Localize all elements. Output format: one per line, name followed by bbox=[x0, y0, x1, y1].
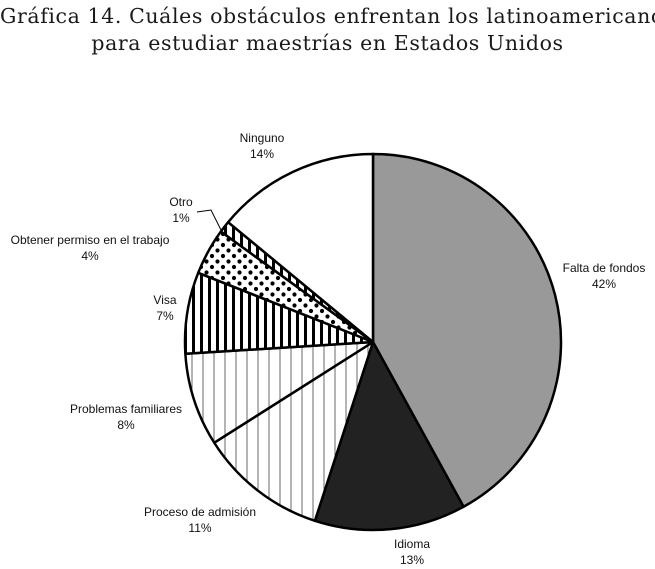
slice-label: Otro bbox=[169, 195, 193, 209]
pie-slice-idioma bbox=[313, 340, 465, 532]
chart-title-line-1: Gráfica 14. Cuáles obstáculos enfrentan … bbox=[0, 4, 655, 28]
slice-value-label: 11% bbox=[188, 521, 211, 535]
slice-value-label: 42% bbox=[592, 277, 616, 291]
slice-label: Obtener permiso en el trabajo bbox=[11, 233, 170, 247]
slice-value-label: 4% bbox=[81, 249, 99, 263]
slice-label: Proceso de admisión bbox=[144, 505, 256, 519]
slice-label: Idioma bbox=[394, 537, 430, 551]
slice-value-label: 7% bbox=[156, 309, 174, 323]
leader-line-otro bbox=[196, 209, 223, 233]
pie-slice-proceso-de-admision bbox=[213, 340, 375, 523]
slice-value-label: 13% bbox=[400, 553, 424, 567]
pie-slice-falta-de-fondos bbox=[371, 152, 563, 508]
chart-title-line-2: para estudiar maestrías en Estados Unido… bbox=[91, 31, 564, 55]
slice-value-label: 14% bbox=[250, 147, 274, 161]
slice-label: Ninguno bbox=[240, 131, 285, 145]
slice-label: Falta de fondos bbox=[563, 261, 646, 275]
pie-slice-ninguno bbox=[226, 152, 375, 344]
slice-value-label: 1% bbox=[172, 211, 190, 225]
pie-slice-problemas-familiares bbox=[184, 340, 375, 444]
slice-label: Visa bbox=[153, 293, 176, 307]
slice-label: Problemas familiares bbox=[70, 402, 182, 416]
slice-value-label: 8% bbox=[117, 418, 135, 432]
chart-title: Gráfica 14. Cuáles obstáculos enfrentan … bbox=[0, 3, 655, 57]
